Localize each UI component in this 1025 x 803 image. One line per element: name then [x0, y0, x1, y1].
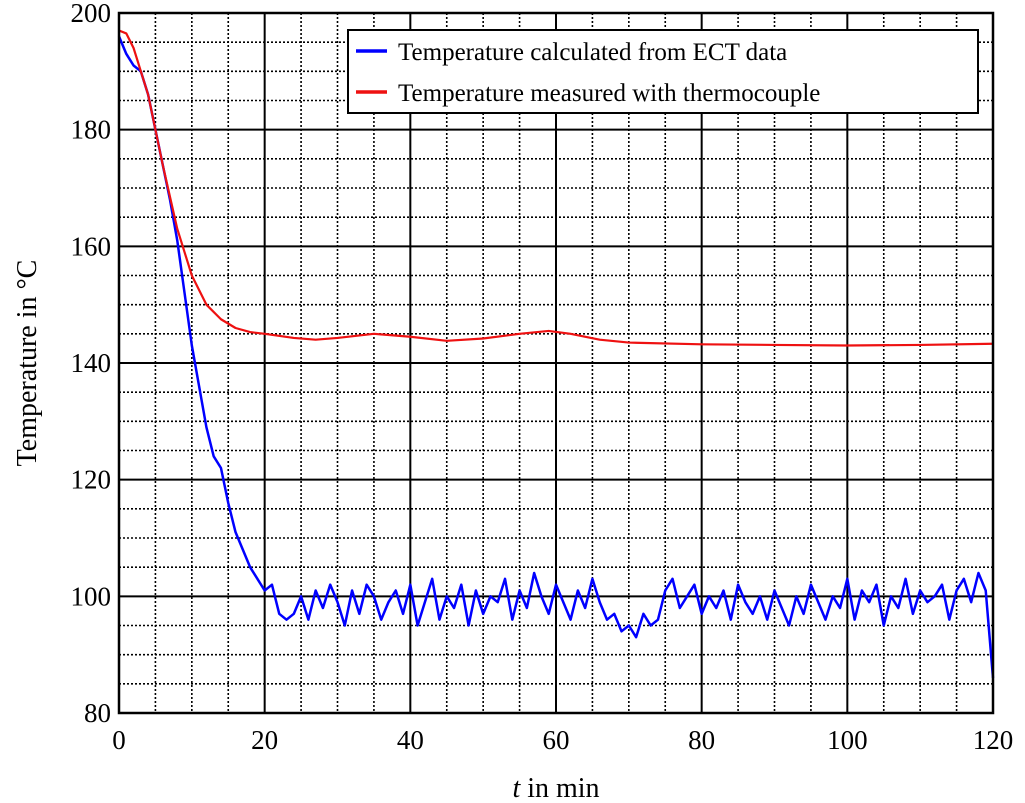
grid [118, 12, 994, 714]
tick-labels: 0 20 40 60 80 100 120 80 100 120 140 160 180 200 [71, 0, 1014, 755]
x-tick-label: 40 [397, 725, 424, 755]
legend-label-thermocouple: Temperature measured with thermocouple [398, 80, 820, 107]
plot-frame [117, 11, 995, 715]
series-line-ect [117, 35, 995, 679]
legend-label-ect: Temperature calculated from ECT data [398, 39, 787, 66]
y-tick-label: 140 [71, 348, 112, 378]
y-tick-label: 80 [84, 698, 111, 728]
x-axis-label: t in min [512, 773, 599, 803]
x-tick-label: 60 [543, 725, 570, 755]
x-axis-label-unit: in min [520, 773, 599, 803]
y-tick-label: 100 [71, 581, 112, 611]
y-tick-label: 200 [71, 0, 112, 28]
x-tick-label: 0 [112, 725, 126, 755]
x-tick-label: 120 [973, 725, 1014, 755]
series-line-thermocouple [118, 29, 994, 347]
y-tick-label: 180 [71, 115, 112, 145]
x-tick-label: 20 [251, 725, 278, 755]
x-tick-label: 80 [688, 725, 715, 755]
legend-box [347, 29, 979, 114]
legend: Temperature calculated from ECT data Tem… [347, 29, 979, 114]
y-tick-label: 160 [71, 231, 112, 261]
series-group [117, 29, 995, 679]
y-axis-label: Temperature in °C [12, 260, 43, 467]
y-tick-label: 120 [71, 465, 112, 495]
x-axis-label-var: t [512, 773, 521, 803]
x-tick-label: 100 [827, 725, 868, 755]
